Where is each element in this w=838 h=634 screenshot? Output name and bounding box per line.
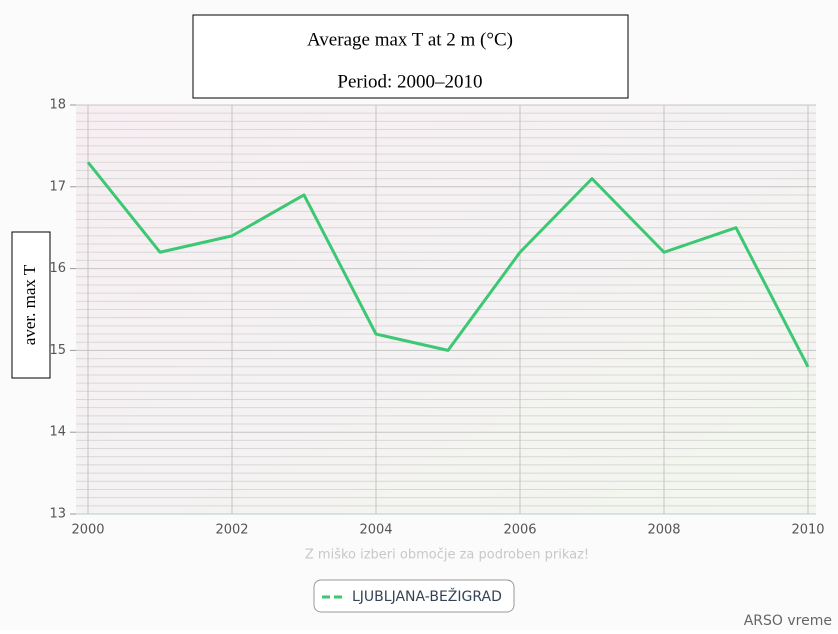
y-tick-label: 13 xyxy=(49,507,66,522)
x-note: Z miško izberi območje za podroben prika… xyxy=(305,548,589,563)
credit: ARSO vreme xyxy=(744,613,832,629)
legend xyxy=(313,579,515,613)
y-tick-label: 14 xyxy=(49,425,66,440)
y-tick-label: 18 xyxy=(49,98,66,113)
x-tick-label: 2000 xyxy=(71,523,104,538)
x-tick-label: 2006 xyxy=(503,523,536,538)
y-label-box xyxy=(11,231,51,379)
x-tick-label: 2008 xyxy=(647,523,680,538)
x-tick-label: 2010 xyxy=(791,523,824,538)
y-axis-label: aver. max T xyxy=(20,264,39,345)
x-tick-label: 2004 xyxy=(359,523,392,538)
y-tick-label: 17 xyxy=(49,179,66,194)
y-tick-label: 15 xyxy=(49,343,66,358)
x-tick-label: 2002 xyxy=(215,523,248,538)
data-line xyxy=(86,161,810,368)
chart-subtitle: Period: 2000–2010 xyxy=(337,71,482,92)
y-tick-label: 16 xyxy=(49,261,66,276)
title-box xyxy=(192,14,629,99)
chart-title: Average max T at 2 m (°C) xyxy=(307,29,513,50)
legend-label: LJUBLJANA-BEŽIGRAD xyxy=(352,587,502,605)
